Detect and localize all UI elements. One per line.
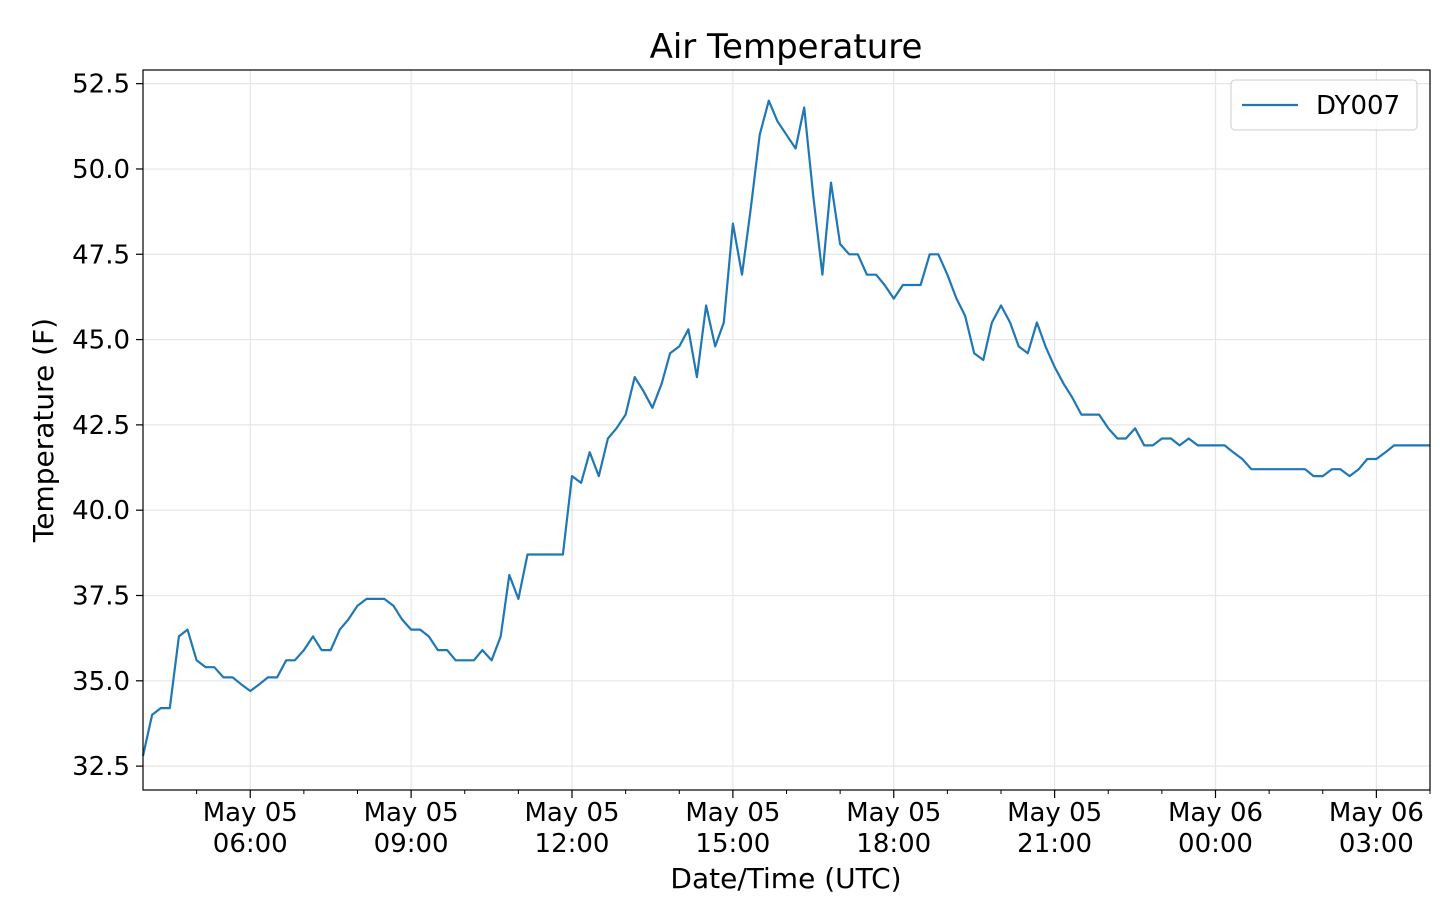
y-tick-label: 32.5 (72, 752, 130, 782)
y-tick-label: 37.5 (72, 581, 130, 611)
legend-box (1230, 79, 1418, 131)
x-tick-label-time: 06:00 (213, 829, 288, 859)
x-tick-label-time: 00:00 (1178, 829, 1253, 859)
grid-lines (143, 70, 1430, 790)
y-tick-label: 40.0 (72, 496, 130, 526)
y-tick-label: 52.5 (72, 70, 130, 100)
x-tick-label-date: May 06 (1168, 798, 1263, 828)
x-tick-label-date: May 06 (1329, 798, 1424, 828)
chart-title: Air Temperature (650, 27, 923, 67)
x-tick-label-time: 12:00 (535, 829, 610, 859)
x-tick-label-date: May 05 (846, 798, 941, 828)
y-tick-label: 45.0 (72, 326, 130, 356)
y-axis-label: Temperature (F) (27, 318, 60, 543)
x-tick-label-time: 03:00 (1339, 829, 1414, 859)
x-tick-label-date: May 05 (1007, 798, 1102, 828)
y-tick-label: 42.5 (72, 411, 130, 441)
series-line-dy007 (141, 99, 1430, 757)
series-layer (141, 99, 1430, 757)
x-tick-label-time: 09:00 (374, 829, 449, 859)
x-tick-label-time: 21:00 (1017, 829, 1092, 859)
x-tick-label-date: May 05 (524, 798, 619, 828)
y-tick-label: 47.5 (72, 240, 130, 270)
y-axis-ticks: 32.5 35.0 37.5 40.0 42.5 45.0 47.5 50.0 52.5 (72, 70, 143, 782)
x-tick-label-date: May 05 (364, 798, 459, 828)
x-tick-label-time: 18:00 (856, 829, 931, 859)
legend: DY007 (1230, 79, 1418, 131)
y-tick-label: 35.0 (72, 667, 130, 697)
x-axis-label: Date/Time (UTC) (670, 862, 901, 895)
y-tick-label: 50.0 (72, 155, 130, 185)
x-tick-label-date: May 05 (203, 798, 298, 828)
x-tick-label-date: May 05 (685, 798, 780, 828)
legend-label-dy007: DY007 (1316, 91, 1400, 121)
x-tick-label-time: 15:00 (695, 829, 770, 859)
